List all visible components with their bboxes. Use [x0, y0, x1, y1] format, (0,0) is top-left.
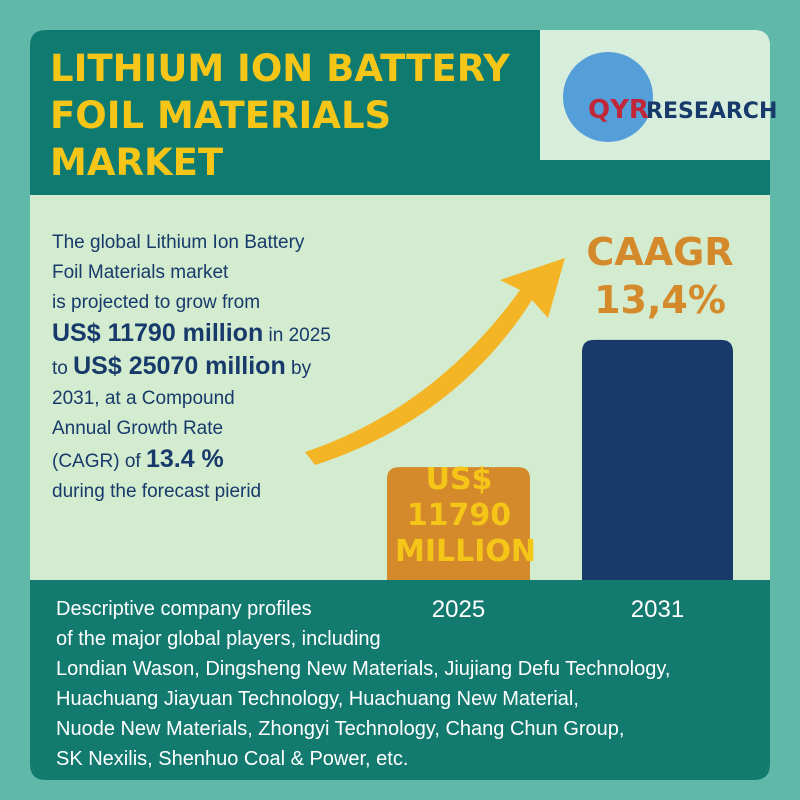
intro-line: to US$ 25070 million by: [52, 351, 331, 384]
intro-text: Foil Materials market: [52, 262, 229, 283]
intro-text: in 2025: [263, 325, 331, 346]
intro-text: to: [52, 358, 74, 379]
intro: The global Lithium Ion Battery Foil Mater…: [52, 228, 331, 507]
intro-text: during the forecast pierid: [52, 481, 262, 502]
intro-line: The global Lithium Ion Battery: [52, 228, 331, 258]
cagr-value: 13,4%: [594, 278, 726, 322]
profile-line: Huachuang Jiayuan Technology, Huachuang …: [56, 688, 579, 710]
profile-line: SK Nexilis, Shenhuo Coal & Power, etc.: [56, 748, 409, 770]
intro-line: US$ 11790 million in 2025: [52, 318, 331, 351]
header-band: [30, 30, 770, 195]
intro-text: 13.4 %: [145, 445, 224, 473]
profile-line: Londian Wason, Dingsheng New Materials, …: [56, 658, 671, 680]
title: LITHIUM ION BATTERY FOIL MATERIALS MARKE…: [50, 47, 510, 184]
bar: [582, 339, 733, 580]
intro-text: Annual Growth Rate: [52, 418, 224, 439]
logo-suffix: RESEARCH: [646, 99, 777, 124]
bar: [387, 467, 530, 580]
cagr-label: CAAGR: [586, 230, 734, 274]
logo-globe: [563, 52, 653, 142]
profiles: Descriptive company profiles of the major…: [56, 594, 670, 774]
intro-text: 2031, at a Compound: [52, 388, 235, 409]
intro-line: is projected to grow from: [52, 288, 331, 318]
intro-line: Annual Growth Rate: [52, 414, 331, 444]
x-tick-label: 2031: [631, 596, 684, 623]
x-tick-label: 2025: [432, 596, 485, 623]
cagr: CAAGR 13,4%: [560, 228, 760, 324]
profile-line: Descriptive company profiles: [56, 598, 312, 620]
logo-prefix: QYR: [588, 95, 649, 125]
intro-line: Foil Materials market: [52, 258, 331, 288]
bar-chart: 2025 2031: [387, 339, 733, 623]
intro-text: The global Lithium Ion Battery: [52, 232, 305, 253]
profile-line: of the major global players, including: [56, 628, 381, 650]
growth-arrow: [305, 258, 565, 465]
footer-band: [30, 580, 770, 780]
intro-text: US$ 25070 million: [73, 352, 286, 380]
intro-text: (CAGR) of: [52, 451, 146, 472]
intro-text: US$ 11790 million: [52, 319, 264, 347]
profile-line: Nuode New Materials, Zhongyi Technology,…: [56, 718, 625, 740]
intro-line: during the forecast pierid: [52, 477, 331, 507]
intro-line: 2031, at a Compound: [52, 384, 331, 414]
intro-line: (CAGR) of 13.4 %: [52, 444, 331, 477]
bar-value-label: US$ 11790 MILLION: [395, 462, 537, 569]
intro-text: is projected to grow from: [52, 292, 261, 313]
intro-text: by: [285, 358, 312, 379]
